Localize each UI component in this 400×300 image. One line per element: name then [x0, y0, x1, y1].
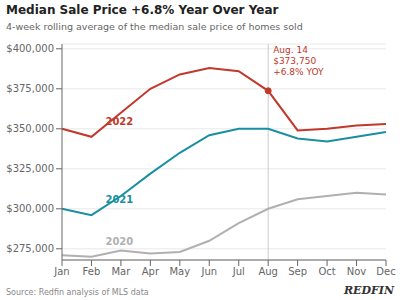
svg-text:May: May — [169, 266, 190, 277]
svg-text:Mar: Mar — [111, 266, 131, 277]
html-text:4-week rolling average of the: 4-week rolling average of the median sal… — [6, 21, 303, 32]
svg-text:Jul: Jul — [232, 266, 245, 277]
svg-text:Jun: Jun — [200, 266, 217, 277]
svg-text:$350,000: $350,000 — [8, 123, 54, 134]
svg-text:2020: 2020 — [105, 236, 133, 247]
svg-text:$400,000: $400,000 — [8, 43, 54, 54]
svg-text:2021: 2021 — [105, 194, 133, 205]
svg-text:Jan: Jan — [53, 266, 69, 277]
svg-text:$275,000: $275,000 — [8, 243, 54, 254]
svg-text:Feb: Feb — [83, 266, 101, 277]
svg-text:Apr: Apr — [142, 266, 160, 277]
svg-text:$375,000: $375,000 — [8, 83, 54, 94]
html-text:Source: Redfin analysis of MLS: Source: Redfin analysis of MLS data — [6, 288, 149, 297]
svg-text:$300,000: $300,000 — [8, 203, 54, 214]
svg-text:Nov: Nov — [347, 266, 367, 277]
svg-text:Aug: Aug — [258, 266, 278, 277]
svg-text:$325,000: $325,000 — [8, 163, 54, 174]
svg-text:Dec: Dec — [376, 266, 392, 277]
svg-text:2022: 2022 — [105, 116, 133, 127]
svg-text:Sep: Sep — [288, 266, 307, 277]
html-text:Median Sale Price +6.8% Year O: Median Sale Price +6.8% Year Over Year — [6, 3, 279, 17]
html-text:REDFIN: REDFIN — [343, 284, 394, 297]
svg-text:Oct: Oct — [318, 266, 335, 277]
svg-text:Aug. 14$373,750+6.8% YOY: Aug. 14$373,750+6.8% YOY — [273, 45, 324, 77]
